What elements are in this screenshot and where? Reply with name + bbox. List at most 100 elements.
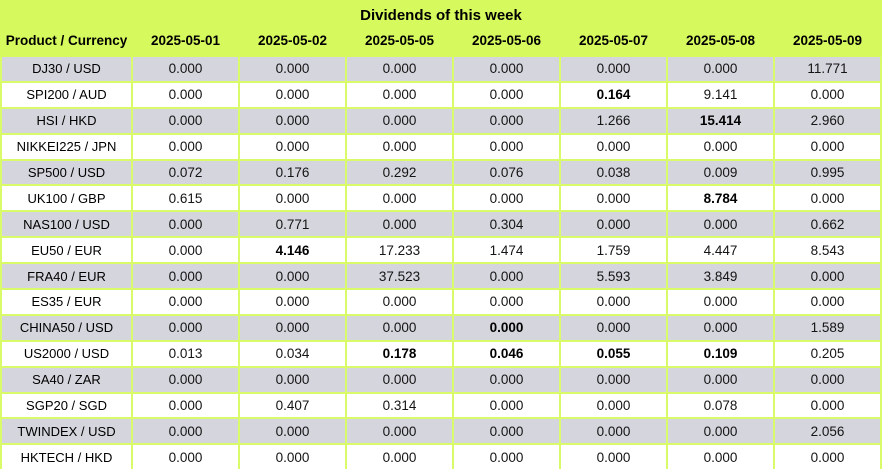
value-cell: 0.771 [238, 210, 347, 239]
value-cell: 0.000 [452, 262, 561, 291]
product-cell: CHINA50 / USD [0, 313, 133, 342]
value-cell: 0.000 [666, 417, 775, 446]
value-cell: 0.000 [452, 132, 561, 161]
table-row: US2000 / USD 0.013 0.034 0.178 0.046 0.055 0.1… [0, 339, 882, 368]
value-cell: 0.995 [773, 158, 882, 187]
value-cell: 0.000 [559, 313, 668, 342]
table-row: HSI / HKD 0.000 0.000 0.000 0.000 1.266 15.414… [0, 106, 882, 135]
value-cell: 1.266 [559, 106, 668, 135]
value-cell: 8.784 [666, 184, 775, 213]
value-cell: 1.589 [773, 313, 882, 342]
product-cell: SA40 / ZAR [0, 365, 133, 394]
value-cell: 0.000 [131, 365, 240, 394]
value-cell: 0.000 [666, 365, 775, 394]
value-cell: 2.056 [773, 417, 882, 446]
value-cell: 0.038 [559, 158, 668, 187]
value-cell: 0.000 [238, 80, 347, 109]
table-row: NIKKEI225 / JPN 0.000 0.000 0.000 0.000 0.000… [0, 132, 882, 161]
value-cell: 3.849 [666, 262, 775, 291]
product-cell: NIKKEI225 / JPN [0, 132, 133, 161]
value-cell: 0.000 [559, 55, 668, 83]
value-cell: 0.292 [345, 158, 454, 187]
value-cell: 8.543 [773, 236, 882, 265]
value-cell: 0.046 [452, 339, 561, 368]
date-column-header: 2025-05-05 [345, 27, 454, 57]
value-cell: 0.000 [131, 313, 240, 342]
value-cell: 0.000 [131, 55, 240, 83]
value-cell: 0.000 [238, 132, 347, 161]
value-cell: 0.000 [773, 443, 882, 469]
value-cell: 0.000 [345, 288, 454, 316]
table-row: DJ30 / USD 0.000 0.000 0.000 0.000 0.000 0.000… [0, 55, 882, 83]
value-cell: 0.304 [452, 210, 561, 239]
value-cell: 0.000 [238, 262, 347, 291]
value-cell: 0.000 [773, 80, 882, 109]
product-cell: FRA40 / EUR [0, 262, 133, 291]
table-row: ES35 / EUR 0.000 0.000 0.000 0.000 0.000 0.000… [0, 288, 882, 316]
value-cell: 0.000 [666, 443, 775, 469]
value-cell: 9.141 [666, 80, 775, 109]
table-row: SA40 / ZAR 0.000 0.000 0.000 0.000 0.000 0.000… [0, 365, 882, 394]
value-cell: 0.000 [238, 417, 347, 446]
value-cell: 0.000 [452, 443, 561, 469]
value-cell: 0.000 [559, 132, 668, 161]
product-column-header: Product / Currency [0, 27, 133, 57]
value-cell: 0.000 [238, 443, 347, 469]
product-cell: SGP20 / SGD [0, 391, 133, 420]
date-column-header: 2025-05-08 [666, 27, 775, 57]
value-cell: 0.615 [131, 184, 240, 213]
value-cell: 0.000 [559, 288, 668, 316]
value-cell: 0.000 [666, 210, 775, 239]
value-cell: 0.000 [345, 210, 454, 239]
value-cell: 0.000 [345, 365, 454, 394]
value-cell: 0.314 [345, 391, 454, 420]
value-cell: 0.000 [131, 236, 240, 265]
value-cell: 0.000 [452, 313, 561, 342]
value-cell: 0.000 [559, 391, 668, 420]
product-cell: NAS100 / USD [0, 210, 133, 239]
product-cell: SPI200 / AUD [0, 80, 133, 109]
value-cell: 0.000 [452, 288, 561, 316]
product-cell: HSI / HKD [0, 106, 133, 135]
product-cell: UK100 / GBP [0, 184, 133, 213]
value-cell: 0.000 [559, 210, 668, 239]
value-cell: 0.000 [345, 80, 454, 109]
value-cell: 0.000 [131, 106, 240, 135]
value-cell: 15.414 [666, 106, 775, 135]
value-cell: 0.000 [559, 417, 668, 446]
value-cell: 0.176 [238, 158, 347, 187]
value-cell: 0.000 [345, 132, 454, 161]
table-row: TWINDEX / USD 0.000 0.000 0.000 0.000 0.000 0.… [0, 417, 882, 446]
product-cell: TWINDEX / USD [0, 417, 133, 446]
table-row: SP500 / USD 0.072 0.176 0.292 0.076 0.038 0.00… [0, 158, 882, 187]
date-column-header: 2025-05-06 [452, 27, 561, 57]
value-cell: 0.000 [238, 184, 347, 213]
value-cell: 0.000 [452, 365, 561, 394]
value-cell: 0.000 [131, 288, 240, 316]
value-cell: 0.000 [131, 132, 240, 161]
value-cell: 0.000 [345, 106, 454, 135]
date-column-header: 2025-05-07 [559, 27, 668, 57]
value-cell: 37.523 [345, 262, 454, 291]
value-cell: 0.000 [773, 391, 882, 420]
value-cell: 0.000 [452, 417, 561, 446]
value-cell: 0.000 [452, 80, 561, 109]
dividends-table: Product / Currency 2025-05-01 2025-05-02 20… [0, 27, 882, 469]
value-cell: 0.000 [131, 210, 240, 239]
value-cell: 0.000 [238, 106, 347, 135]
value-cell: 0.000 [238, 55, 347, 83]
value-cell: 0.000 [131, 262, 240, 291]
value-cell: 0.000 [345, 443, 454, 469]
value-cell: 5.593 [559, 262, 668, 291]
value-cell: 0.164 [559, 80, 668, 109]
value-cell: 0.109 [666, 339, 775, 368]
value-cell: 0.000 [452, 184, 561, 213]
table-row: SPI200 / AUD 0.000 0.000 0.000 0.000 0.164 9.1… [0, 80, 882, 109]
table-row: SGP20 / SGD 0.000 0.407 0.314 0.000 0.000 0.07… [0, 391, 882, 420]
value-cell: 0.034 [238, 339, 347, 368]
value-cell: 0.662 [773, 210, 882, 239]
value-cell: 0.000 [345, 313, 454, 342]
product-cell: US2000 / USD [0, 339, 133, 368]
value-cell: 0.000 [773, 288, 882, 316]
value-cell: 0.000 [131, 417, 240, 446]
